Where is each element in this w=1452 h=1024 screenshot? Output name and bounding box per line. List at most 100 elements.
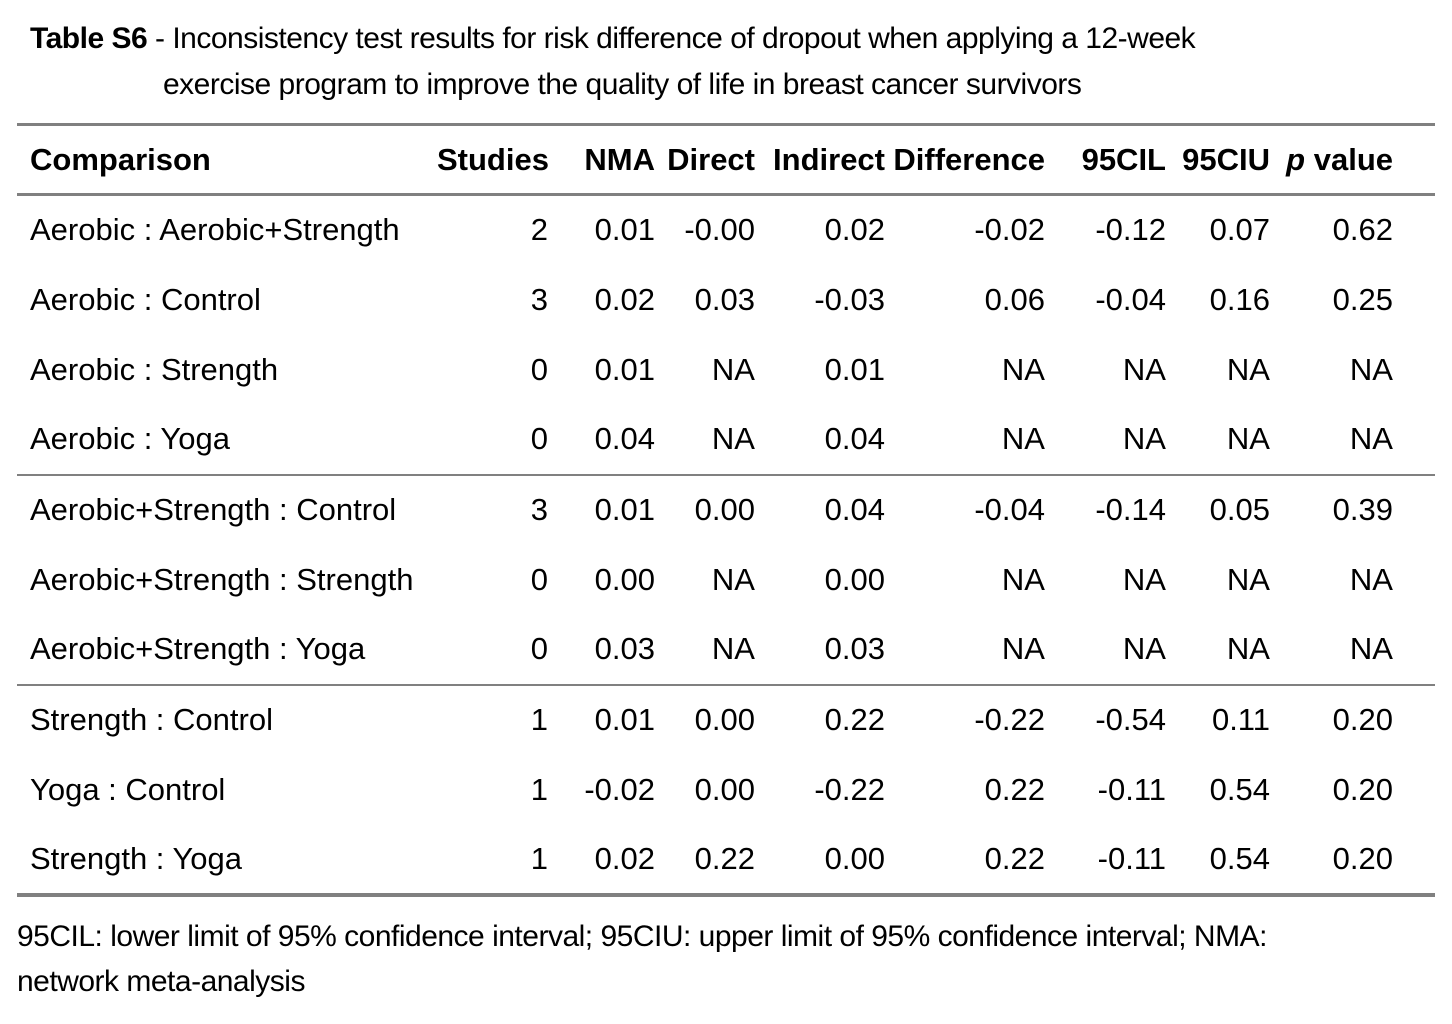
cell-indirect: -0.03 <box>814 281 885 317</box>
cell-indirect: 0.00 <box>824 561 885 597</box>
cell-indirect: -0.22 <box>814 771 885 807</box>
cell-95ciu: 0.05 <box>1209 492 1270 527</box>
cell-difference: -0.22 <box>974 702 1045 737</box>
cell-comparison: Aerobic : Aerobic+Strength <box>30 212 400 248</box>
cell-nma: 0.02 <box>594 840 655 876</box>
cell-difference: NA <box>1001 631 1045 666</box>
cell-95cil: -0.11 <box>1097 840 1166 876</box>
cell-indirect: 0.03 <box>824 631 885 666</box>
cell-comparison: Aerobic+Strength : Strength <box>30 561 414 597</box>
cell-indirect: 0.04 <box>824 421 885 456</box>
column-header-nma: NMA <box>584 141 655 177</box>
cell-direct: NA <box>711 561 755 597</box>
cell-95ciu: 0.11 <box>1211 702 1270 737</box>
column-header-comparison: Comparison <box>30 141 211 177</box>
cell-nma: 0.02 <box>594 281 655 317</box>
cell-studies: 0 <box>530 631 548 666</box>
cell-95ciu: NA <box>1226 561 1270 597</box>
table-row: Yoga : Control 1 -0.02 0.00 -0.22 0.22 -0.11 0.… <box>17 755 1435 825</box>
column-header-95ciu: 95CIU <box>1182 141 1270 177</box>
cell-studies: 2 <box>530 212 548 248</box>
cell-95ciu: NA <box>1226 631 1270 666</box>
table-row: Aerobic+Strength : Control 3 0.01 0.00 0.04 -… <box>17 475 1435 545</box>
cell-comparison: Aerobic+Strength : Yoga <box>30 631 366 666</box>
cell-comparison: Aerobic : Yoga <box>30 421 230 456</box>
cell-nma: 0.03 <box>594 631 655 666</box>
cell-studies: 3 <box>530 281 548 317</box>
cell-nma: -0.02 <box>584 771 655 807</box>
cell-studies: 1 <box>530 771 548 807</box>
table-title: Table S6 - Inconsistency test results fo… <box>17 16 1435 108</box>
cell-direct: 0.00 <box>694 702 755 737</box>
cell-95ciu: NA <box>1226 421 1270 456</box>
cell-studies: 1 <box>530 702 548 737</box>
cell-p-value: 0.62 <box>1332 212 1393 248</box>
cell-95cil: -0.12 <box>1095 212 1166 248</box>
cell-studies: 0 <box>530 421 548 456</box>
table-row: Aerobic+Strength : Yoga 0 0.03 NA 0.03 NA NA NA… <box>17 615 1435 685</box>
cell-studies: 1 <box>530 840 548 876</box>
cell-nma: 0.01 <box>594 492 655 527</box>
table-row: Aerobic : Aerobic+Strength 2 0.01 -0.00 0.02… <box>17 195 1435 265</box>
cell-95ciu: NA <box>1226 351 1270 387</box>
table-row: Strength : Control 1 0.01 0.00 0.22 -0.22 -0.5… <box>17 685 1435 755</box>
cell-nma: 0.04 <box>594 421 655 456</box>
table-group: Aerobic+Strength : Control 3 0.01 0.00 0.04 -… <box>17 475 1435 685</box>
inconsistency-results-table: Comparison Studies NMA Direct Indirect Differ… <box>17 123 1435 897</box>
cell-95ciu: 0.07 <box>1209 212 1270 248</box>
cell-indirect: 0.00 <box>824 840 885 876</box>
column-header-indirect: Indirect <box>773 141 885 177</box>
cell-95cil: NA <box>1122 421 1166 456</box>
column-header-studies: Studies <box>437 141 548 177</box>
cell-p-value: NA <box>1349 351 1393 387</box>
table-row: Strength : Yoga 1 0.02 0.22 0.00 0.22 -0.11 0.5… <box>17 825 1435 895</box>
header-row: Comparison Studies NMA Direct Indirect Differ… <box>17 125 1435 195</box>
table-row: Aerobic : Yoga 0 0.04 NA 0.04 NA NA NA NA <box>17 405 1435 475</box>
table-number-label: Table S6 <box>30 22 148 55</box>
cell-nma: 0.01 <box>594 212 655 248</box>
column-header-95cil: 95CIL <box>1081 141 1166 177</box>
footnote-line2: network meta-analysis <box>17 964 305 998</box>
cell-95ciu: 0.16 <box>1209 281 1270 317</box>
cell-95cil: NA <box>1122 631 1166 666</box>
table-header: Comparison Studies NMA Direct Indirect Differ… <box>17 125 1435 195</box>
table-row: Aerobic+Strength : Strength 0 0.00 NA 0.00 NA… <box>17 545 1435 615</box>
cell-p-value: 0.20 <box>1332 771 1393 807</box>
table-row: Aerobic : Strength 0 0.01 NA 0.01 NA NA NA NA <box>17 335 1435 405</box>
cell-95cil: NA <box>1122 561 1166 597</box>
cell-difference: 0.22 <box>984 840 1045 876</box>
footnote-line1: 95CIL: lower limit of 95% confidence int… <box>17 919 1267 953</box>
cell-comparison: Strength : Yoga <box>30 840 243 876</box>
cell-comparison: Yoga : Control <box>30 771 226 807</box>
cell-95cil: -0.14 <box>1095 492 1166 527</box>
column-header-direct: Direct <box>667 141 755 177</box>
cell-studies: 3 <box>530 492 548 527</box>
cell-direct: NA <box>711 631 755 666</box>
cell-comparison: Aerobic+Strength : Control <box>30 492 397 527</box>
cell-direct: 0.00 <box>694 771 755 807</box>
cell-p-value: 0.39 <box>1332 492 1393 527</box>
table-footnote: 95CIL: lower limit of 95% confidence int… <box>17 914 1435 1004</box>
cell-comparison: Aerobic : Control <box>30 281 261 317</box>
table-group: Strength : Control 1 0.01 0.00 0.22 -0.22 -0.5… <box>17 685 1435 895</box>
cell-95ciu: 0.54 <box>1209 771 1270 807</box>
cell-difference: -0.04 <box>974 492 1045 527</box>
cell-95cil: -0.11 <box>1097 771 1166 807</box>
column-header-p-value: p value <box>1286 141 1393 177</box>
cell-difference: NA <box>1001 421 1045 456</box>
cell-direct: 0.22 <box>694 840 755 876</box>
cell-p-value: 0.25 <box>1332 281 1393 317</box>
table-title-line2: exercise program to improve the quality … <box>163 68 1082 101</box>
cell-difference: 0.22 <box>984 771 1045 807</box>
cell-direct: NA <box>711 351 755 387</box>
table-row: Aerobic : Control 3 0.02 0.03 -0.03 0.06 -0.04… <box>17 265 1435 335</box>
cell-indirect: 0.22 <box>824 702 885 737</box>
cell-95ciu: 0.54 <box>1209 840 1270 876</box>
cell-nma: 0.01 <box>594 351 655 387</box>
cell-indirect: 0.02 <box>824 212 885 248</box>
cell-95cil: -0.04 <box>1095 281 1166 317</box>
cell-difference: NA <box>1001 561 1045 597</box>
cell-direct: NA <box>711 421 755 456</box>
cell-studies: 0 <box>530 561 548 597</box>
cell-95cil: NA <box>1122 351 1166 387</box>
